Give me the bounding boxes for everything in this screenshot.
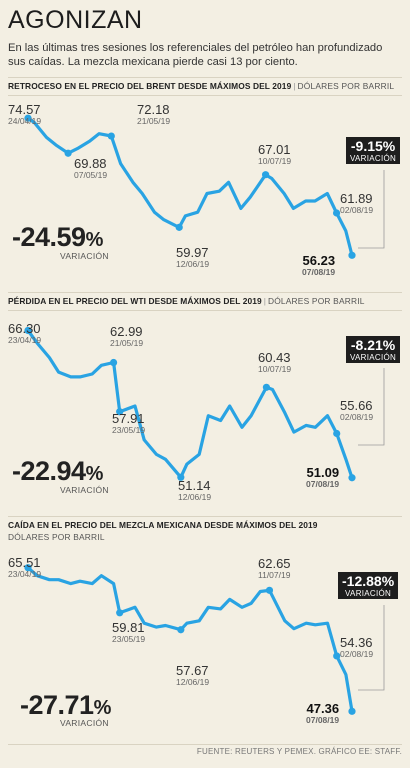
source-footer: FUENTE: REUTERS Y PEMEX. GRÁFICO EE: STA… xyxy=(8,744,402,758)
mezcla-heading: CAÍDA EN EL PRECIO DEL MEZCLA MEXICANA D… xyxy=(8,516,402,534)
mezcla-label-jul11: 62.65 11/07/19 xyxy=(258,556,291,580)
brent-label-max: 74.57 24/04/19 xyxy=(8,102,42,126)
wti-line-chart xyxy=(24,326,385,482)
wti-heading-unit: DÓLARES POR BARRIL xyxy=(267,296,365,306)
brent-line-chart xyxy=(24,114,385,259)
mezcla-label-max: 65.51 23/04/19 xyxy=(8,555,42,579)
wti-label-aug2: 55.66 02/08/19 xyxy=(340,398,374,422)
wti-total-change-label: VARIACIÓN xyxy=(60,485,109,495)
wti-point-2019-07-10 xyxy=(262,383,271,391)
brent-label-last: 56.23 07/08/19 xyxy=(302,253,336,277)
wti-heading: PÉRDIDA EN EL PRECIO DEL WTI DESDE MÁXIM… xyxy=(8,292,402,311)
wti-label-may21: 62.99 21/05/19 xyxy=(110,324,144,348)
wti-point-2019-05-23 xyxy=(116,408,124,416)
brent-heading: RETROCESO EN EL PRECIO DEL BRENT DESDE M… xyxy=(8,77,402,96)
wti-total-change: -22.94% xyxy=(12,456,103,486)
mezcla-point-2019-06-12 xyxy=(177,626,185,634)
brent-label-aug2: 61.89 02/08/19 xyxy=(340,191,374,215)
brent-series-line xyxy=(26,116,354,257)
wti-label-last: 51.09 07/08/19 xyxy=(306,465,340,489)
brent-point-2019-07-10 xyxy=(262,171,270,179)
mezcla-recent-change-badge: -12.88% VARIACIÓN xyxy=(338,572,399,599)
wti-label-jul10: 60.43 10/07/19 xyxy=(258,350,292,374)
mezcla-point-2019-08-02 xyxy=(333,652,341,660)
wti-label-jun12: 51.14 12/06/19 xyxy=(178,478,212,502)
wti-recent-change-badge: -8.21% VARIACIÓN xyxy=(346,336,401,363)
wti-label-may23: 57.91 23/05/19 xyxy=(112,411,146,435)
wti-badge-leader xyxy=(358,368,385,446)
mezcla-point-2019-08-07 xyxy=(348,707,356,715)
wti-point-2019-05-21 xyxy=(109,358,118,367)
brent-badge-leader xyxy=(358,170,385,249)
brent-label-may21: 72.18 21/05/19 xyxy=(137,102,171,126)
brent-total-change: -24.59% xyxy=(12,222,103,252)
mezcla-series-line xyxy=(26,566,354,713)
brent-label-jul10: 67.01 10/07/19 xyxy=(258,142,292,166)
wti-point-2019-08-07 xyxy=(348,474,356,482)
mezcla-label-may23: 59.81 23/05/19 xyxy=(112,620,146,644)
brent-point-2019-08-02 xyxy=(332,209,341,217)
mezcla-point-2019-05-23 xyxy=(116,609,124,617)
brent-point-2019-08-07 xyxy=(348,251,356,259)
brent-recent-change-badge: -9.15% VARIACIÓN xyxy=(346,137,401,164)
wti-point-2019-04-23 xyxy=(24,326,32,335)
wti-point-2019-06-12 xyxy=(177,473,185,481)
wti-series-line xyxy=(26,328,354,480)
mezcla-total-change-label: VARIACIÓN xyxy=(60,718,109,728)
brent-label-jun12: 59.97 12/06/19 xyxy=(176,245,210,269)
brent-point-2019-04-24 xyxy=(24,114,32,122)
mezcla-label-aug2: 54.36 02/08/19 xyxy=(340,635,374,659)
mezcla-label-jun12: 57.67 12/06/19 xyxy=(176,663,210,687)
brent-total-change-label: VARIACIÓN xyxy=(60,251,109,261)
brent-label-may7: 69.88 07/05/19 xyxy=(74,156,108,180)
brent-point-2019-05-21 xyxy=(107,132,115,140)
mezcla-point-2019-04-23 xyxy=(24,564,32,572)
wti-label-max: 66.30 23/04/19 xyxy=(8,321,42,345)
mezcla-line-chart xyxy=(24,564,385,715)
mezcla-heading-unit: DÓLARES POR BARRIL xyxy=(8,532,105,542)
page-subtitle: En las últimas tres sesiones los referen… xyxy=(8,42,383,68)
mezcla-heading-title: CAÍDA EN EL PRECIO DEL MEZCLA MEXICANA D… xyxy=(8,520,318,530)
brent-point-2019-06-12 xyxy=(175,223,183,231)
brent-heading-title: RETROCESO EN EL PRECIO DEL BRENT DESDE M… xyxy=(8,81,292,91)
brent-point-2019-05-07 xyxy=(64,149,72,157)
page-title: AGONIZAN xyxy=(8,6,143,34)
mezcla-point-2019-07-11 xyxy=(265,586,274,594)
wti-point-2019-08-02 xyxy=(333,429,341,438)
wti-heading-title: PÉRDIDA EN EL PRECIO DEL WTI DESDE MÁXIM… xyxy=(8,296,262,306)
mezcla-badge-leader xyxy=(358,605,385,691)
mezcla-total-change: -27.71% xyxy=(20,690,111,720)
mezcla-label-last: 47.36 07/08/19 xyxy=(306,701,340,725)
brent-heading-unit: DÓLARES POR BARRIL xyxy=(297,81,395,91)
